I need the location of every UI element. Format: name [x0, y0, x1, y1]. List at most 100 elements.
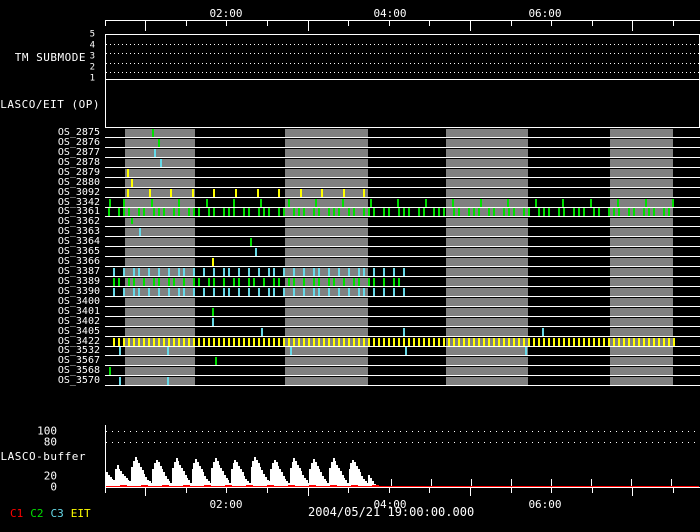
os-timeline-row	[105, 139, 700, 148]
telemetry-event-mark	[405, 347, 407, 356]
telemetry-event-mark	[318, 208, 320, 217]
activity-band	[446, 139, 528, 148]
legend-item-c3[interactable]: C3	[50, 507, 64, 520]
telemetry-event-mark	[113, 268, 115, 277]
telemetry-event-mark	[343, 338, 345, 347]
axis-tick-major	[632, 487, 633, 496]
c1-exposure-dash	[330, 485, 337, 487]
buffer-sample-bar	[163, 472, 165, 486]
c1-exposure-dash	[372, 485, 379, 487]
telemetry-event-mark	[151, 199, 153, 208]
telemetry-event-mark	[223, 208, 225, 217]
legend-item-c2[interactable]: C2	[30, 507, 44, 520]
buffer-sample-bar	[152, 469, 154, 486]
telemetry-event-mark	[293, 338, 295, 347]
telemetry-event-mark	[233, 278, 235, 287]
telemetry-event-mark	[133, 278, 135, 287]
row-separator	[105, 226, 700, 227]
lasco-eit-op-label: LASCO/EIT (OP)	[0, 98, 100, 111]
row-separator	[105, 296, 700, 297]
telemetry-event-mark	[298, 338, 300, 347]
telemetry-event-mark	[403, 338, 405, 347]
buffer-sample-bar	[111, 479, 113, 486]
c1-exposure-dash	[141, 485, 148, 487]
telemetry-event-mark	[518, 338, 520, 347]
telemetry-event-mark	[203, 338, 205, 347]
telemetry-event-mark	[243, 208, 245, 217]
telemetry-event-mark	[233, 208, 235, 217]
buffer-sample-bar	[249, 483, 251, 486]
telemetry-event-mark	[123, 338, 125, 347]
telemetry-event-mark	[138, 208, 140, 217]
telemetry-event-mark	[608, 208, 610, 217]
buffer-sample-bar	[136, 460, 138, 486]
footer-datetime: 2004/05/21 19:00:00.000	[308, 505, 475, 519]
telemetry-event-mark	[268, 268, 270, 277]
row-separator	[105, 207, 700, 208]
telemetry-event-mark	[235, 189, 237, 198]
telemetry-event-mark	[578, 338, 580, 347]
telemetry-event-mark	[618, 208, 620, 217]
telemetry-event-mark	[113, 278, 115, 287]
activity-band	[125, 238, 195, 247]
telemetry-event-mark	[278, 189, 280, 198]
os-timeline-row	[105, 129, 700, 138]
buffer-sample-bar	[165, 476, 167, 486]
buffer-sample-bar	[288, 483, 290, 486]
telemetry-event-mark	[212, 258, 214, 267]
legend-item-eit[interactable]: EIT	[70, 507, 91, 520]
buffer-sample-bar	[279, 469, 281, 486]
row-separator	[105, 157, 700, 158]
channel-legend: C1 C2 C3 EIT	[10, 508, 98, 519]
telemetry-event-mark	[563, 208, 565, 217]
axis-tick-major	[145, 20, 146, 31]
buffer-sample-bar	[511, 479, 512, 486]
activity-band	[285, 238, 368, 247]
telemetry-event-mark	[433, 208, 435, 217]
telemetry-event-mark	[223, 338, 225, 347]
legend-item-c1[interactable]: C1	[10, 507, 24, 520]
telemetry-event-mark	[488, 338, 490, 347]
activity-band	[610, 218, 673, 227]
tm-y-tick: 2	[89, 62, 95, 73]
telemetry-event-mark	[183, 278, 185, 287]
activity-band	[610, 357, 673, 366]
telemetry-event-mark	[143, 208, 145, 217]
buffer-sample-bar	[133, 461, 135, 486]
buffer-sample-bar	[268, 481, 270, 486]
telemetry-event-mark	[613, 338, 615, 347]
c1-exposure-dash	[204, 485, 211, 487]
buffer-sample-bar	[231, 469, 233, 486]
telemetry-event-mark	[668, 208, 670, 217]
telemetry-event-mark	[433, 338, 435, 347]
telemetry-event-mark	[443, 208, 445, 217]
os-row-label: OS_3366	[57, 256, 100, 267]
activity-band	[610, 278, 673, 287]
activity-band	[610, 129, 673, 138]
activity-band	[446, 248, 528, 257]
telemetry-event-mark	[193, 278, 195, 287]
os-row-label: OS_3389	[57, 276, 100, 287]
telemetry-event-mark	[672, 199, 674, 208]
axis-tick-minor	[673, 20, 674, 26]
buffer-sample-bar	[352, 460, 354, 486]
telemetry-event-mark	[618, 338, 620, 347]
activity-band	[125, 139, 195, 148]
telemetry-event-mark	[383, 268, 385, 277]
telemetry-event-mark	[363, 288, 365, 297]
telemetry-event-mark	[206, 199, 208, 208]
telemetry-event-mark	[263, 278, 265, 287]
buffer-y-ticks: 100 80 20 0	[37, 425, 105, 493]
telemetry-event-mark	[403, 288, 405, 297]
buffer-sample-bar	[320, 472, 322, 486]
telemetry-event-mark	[608, 338, 610, 347]
telemetry-event-mark	[388, 338, 390, 347]
buffer-sample-bar	[193, 463, 195, 486]
buffer-sample-bar	[261, 470, 263, 486]
telemetry-event-mark	[525, 347, 527, 356]
buffer-sample-bar	[236, 462, 238, 486]
buffer-sample-bar	[124, 476, 126, 486]
axis-tick-minor	[105, 487, 106, 493]
telemetry-event-mark	[127, 189, 129, 198]
